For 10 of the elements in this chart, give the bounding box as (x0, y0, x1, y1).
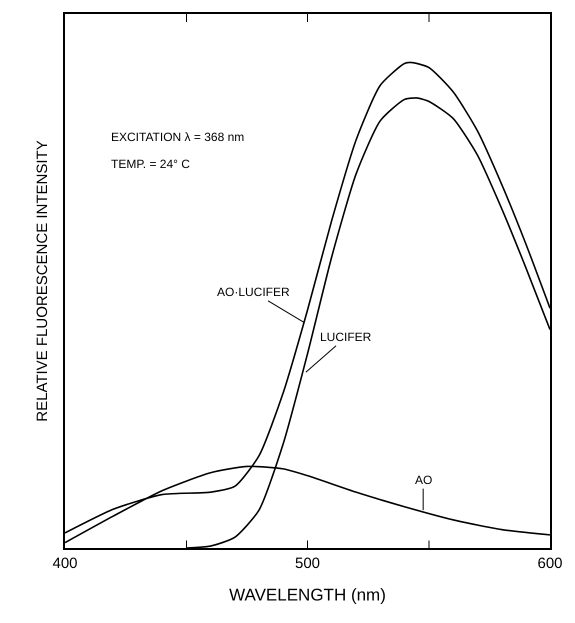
annotation: AO (415, 473, 432, 487)
annotation: AO·LUCIFER (217, 285, 290, 299)
annotation: EXCITATION λ = 368 nm (111, 130, 244, 144)
x-tick-label: 500 (294, 554, 320, 572)
x-tick-label: 400 (52, 554, 78, 572)
annotation: TEMP. = 24° C (111, 157, 190, 171)
x-tick-label: 600 (537, 554, 563, 572)
annotation: LUCIFER (320, 330, 372, 344)
x-axis-title: WAVELENGTH (nm) (229, 586, 386, 605)
y-axis-title: RELATIVE FLUORESCENCE INTENSITY (34, 140, 51, 422)
